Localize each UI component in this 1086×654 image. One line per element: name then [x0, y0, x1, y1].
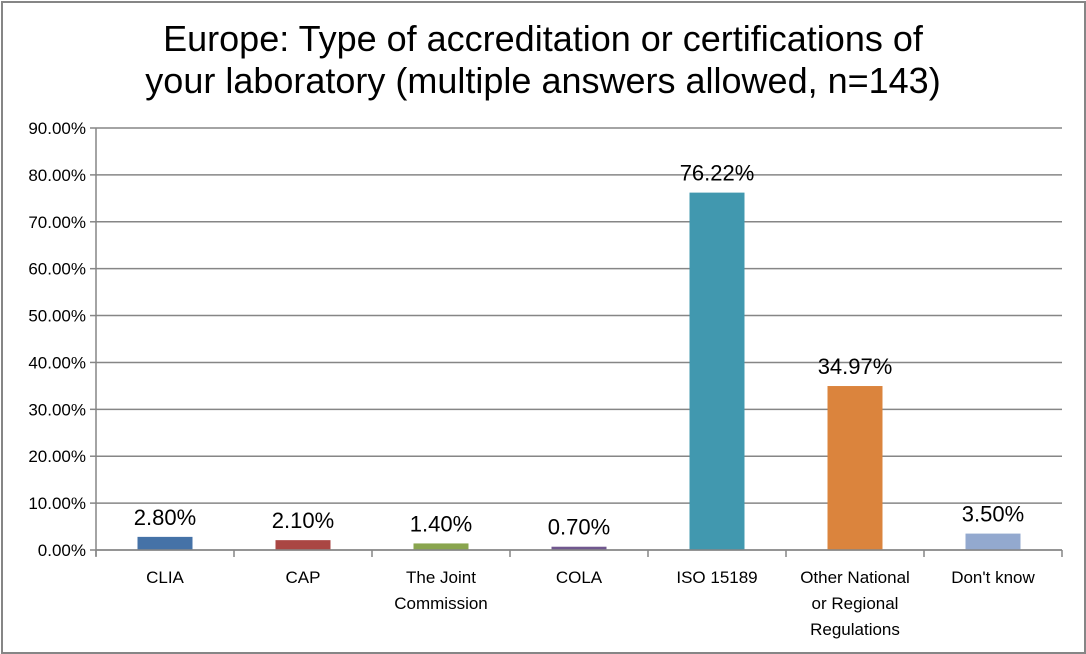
data-label: 1.40% [410, 511, 472, 536]
y-tick-label: 70.00% [28, 213, 86, 232]
x-tick-label: Other National [800, 568, 910, 587]
bar-4 [689, 192, 745, 550]
data-label: 0.70% [548, 515, 610, 540]
y-tick-label: 20.00% [28, 447, 86, 466]
x-tick-label: ISO 15189 [676, 568, 757, 587]
x-tick-label: The Joint [406, 568, 476, 587]
bar-3 [551, 546, 607, 550]
y-tick-label: 30.00% [28, 400, 86, 419]
y-tick-label: 90.00% [28, 119, 86, 138]
y-tick-label: 0.00% [38, 541, 86, 560]
x-tick-label: or Regional [812, 594, 899, 613]
x-tick-label: CAP [286, 568, 321, 587]
bar-6 [965, 533, 1021, 550]
x-tick-label: Don't know [951, 568, 1035, 587]
data-label: 3.50% [962, 502, 1024, 527]
data-label: 76.22% [680, 161, 755, 186]
y-tick-label: 10.00% [28, 494, 86, 513]
x-tick-label: Regulations [810, 620, 900, 639]
bar-2 [413, 543, 469, 550]
x-tick-label: CLIA [146, 568, 184, 587]
bar-0 [137, 536, 193, 550]
title-line-2: your laboratory (multiple answers allowe… [145, 60, 941, 101]
y-tick-label: 50.00% [28, 307, 86, 326]
y-tick-label: 40.00% [28, 353, 86, 372]
x-tick-label: COLA [556, 568, 603, 587]
data-label: 34.97% [818, 354, 893, 379]
bar-1 [275, 540, 331, 550]
x-tick-label: Commission [394, 594, 488, 613]
bar-5 [827, 386, 883, 550]
data-label: 2.80% [134, 505, 196, 530]
y-tick-label: 80.00% [28, 166, 86, 185]
data-label: 2.10% [272, 508, 334, 533]
y-tick-label: 60.00% [28, 260, 86, 279]
title-line-1: Europe: Type of accreditation or certifi… [163, 18, 923, 59]
chart-title: Europe: Type of accreditation or certifi… [0, 18, 1086, 102]
